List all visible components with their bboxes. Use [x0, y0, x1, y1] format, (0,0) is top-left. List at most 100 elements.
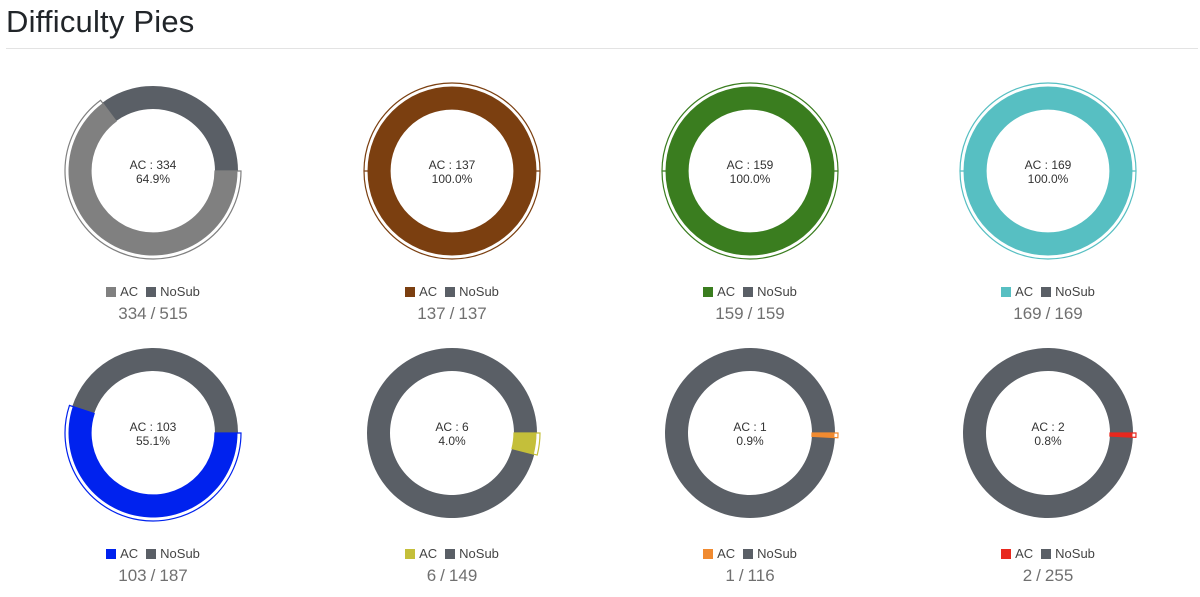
legend-item-ac[interactable]: AC	[106, 546, 138, 561]
total-value: 137	[458, 304, 487, 323]
solved-count: 1/116	[600, 566, 900, 586]
solved-count: 6/149	[302, 566, 602, 586]
legend-item-nosub[interactable]: NoSub	[1041, 546, 1095, 561]
legend-label: NoSub	[160, 284, 200, 299]
pie-legend: AC NoSub	[898, 284, 1198, 299]
legend-label: AC	[419, 546, 438, 561]
ac-count-label: AC : 137	[429, 158, 476, 172]
ac-slice[interactable]	[661, 82, 839, 260]
legend-item-ac[interactable]: AC	[703, 284, 735, 299]
legend-item-nosub[interactable]: NoSub	[445, 546, 499, 561]
difficulty-pie: AC : 334 64.9% AC NoSub 334/515	[3, 55, 303, 335]
ac-value: 2	[1022, 566, 1033, 585]
legend-swatch	[146, 286, 157, 297]
donut-chart: AC : 20.8%	[963, 347, 1137, 518]
ac-slice[interactable]	[811, 432, 839, 439]
ac-percent-label: 100.0%	[432, 172, 473, 186]
ac-slice[interactable]	[1109, 432, 1137, 438]
total-value: 255	[1044, 566, 1074, 585]
legend-swatch	[405, 286, 416, 297]
legend-swatch	[703, 548, 714, 559]
difficulty-pie: AC : 6 4.0% AC NoSub 6/149	[302, 317, 602, 597]
ac-count-label: AC : 103	[130, 420, 177, 434]
legend-label: NoSub	[757, 546, 797, 561]
difficulty-pie: AC : 1 0.9% AC NoSub 1/116	[600, 317, 900, 597]
total-value: 187	[159, 566, 188, 585]
legend-swatch	[1041, 286, 1052, 297]
legend-swatch	[106, 548, 117, 559]
ac-value: 334	[118, 304, 147, 323]
legend-item-nosub[interactable]: NoSub	[743, 546, 797, 561]
legend-swatch	[405, 548, 416, 559]
title-divider	[6, 48, 1198, 49]
legend-item-nosub[interactable]: NoSub	[1041, 284, 1095, 299]
legend-label: AC	[717, 284, 736, 299]
legend-swatch	[1001, 548, 1012, 559]
nosub-slice[interactable]	[72, 348, 238, 433]
legend-label: NoSub	[1055, 284, 1095, 299]
legend-item-nosub[interactable]: NoSub	[146, 546, 200, 561]
legend-item-ac[interactable]: AC	[106, 284, 138, 299]
ac-count-label: AC : 1	[733, 420, 767, 434]
total-value: 169	[1054, 304, 1083, 323]
ac-value: 6	[426, 566, 437, 585]
legend-label: NoSub	[757, 284, 797, 299]
ac-slice[interactable]	[511, 432, 541, 456]
nosub-slice[interactable]	[102, 86, 238, 171]
pie-legend: AC NoSub	[898, 546, 1198, 561]
legend-label: AC	[419, 284, 438, 299]
legend-swatch	[743, 548, 754, 559]
legend-label: NoSub	[459, 546, 499, 561]
legend-item-nosub[interactable]: NoSub	[743, 284, 797, 299]
legend-swatch	[106, 286, 117, 297]
legend-label: NoSub	[459, 284, 499, 299]
ac-value: 1	[725, 566, 735, 585]
solved-count: 103/187	[3, 566, 303, 586]
ac-slice[interactable]	[64, 99, 242, 260]
total-value: 159	[756, 304, 785, 323]
solved-count: 334/515	[3, 304, 303, 324]
total-value: 515	[159, 304, 188, 323]
pie-legend: AC NoSub	[600, 546, 900, 561]
legend-swatch	[1001, 286, 1012, 297]
ac-value: 137	[417, 304, 446, 323]
legend-item-ac[interactable]: AC	[1001, 284, 1033, 299]
ac-percent-label: 100.0%	[1028, 172, 1069, 186]
count-separator: /	[150, 304, 156, 323]
ac-count-label: AC : 334	[130, 158, 177, 172]
legend-swatch	[146, 548, 157, 559]
legend-item-nosub[interactable]: NoSub	[146, 284, 200, 299]
difficulty-pie: AC : 103 55.1% AC NoSub 103/187	[3, 317, 303, 597]
page-title: Difficulty Pies	[6, 4, 195, 39]
count-separator: /	[738, 566, 744, 585]
legend-swatch	[1041, 548, 1052, 559]
legend-label: AC	[1015, 546, 1034, 561]
ac-slice[interactable]	[64, 404, 242, 522]
difficulty-pie: AC : 137 100.0% AC NoSub 137/137	[302, 55, 602, 335]
legend-label: NoSub	[1055, 546, 1095, 561]
pie-legend: AC NoSub	[302, 284, 602, 299]
legend-swatch	[703, 286, 714, 297]
legend-item-ac[interactable]: AC	[703, 546, 735, 561]
ac-slice[interactable]	[363, 82, 541, 260]
legend-swatch	[445, 548, 456, 559]
donut-chart: AC : 64.0%	[367, 348, 541, 518]
pie-legend: AC NoSub	[3, 546, 303, 561]
count-separator: /	[1045, 304, 1051, 323]
legend-item-ac[interactable]: AC	[405, 546, 437, 561]
ac-slice[interactable]	[959, 82, 1137, 260]
legend-item-ac[interactable]: AC	[405, 284, 437, 299]
legend-item-ac[interactable]: AC	[1001, 546, 1033, 561]
difficulty-pie: AC : 159 100.0% AC NoSub 159/159	[600, 55, 900, 335]
ac-count-label: AC : 2	[1031, 420, 1065, 434]
ac-value: 103	[118, 566, 147, 585]
legend-label: AC	[1015, 284, 1034, 299]
ac-percent-label: 64.9%	[136, 172, 170, 186]
ac-value: 159	[715, 304, 744, 323]
pie-legend: AC NoSub	[600, 284, 900, 299]
legend-item-nosub[interactable]: NoSub	[445, 284, 499, 299]
legend-swatch	[445, 286, 456, 297]
